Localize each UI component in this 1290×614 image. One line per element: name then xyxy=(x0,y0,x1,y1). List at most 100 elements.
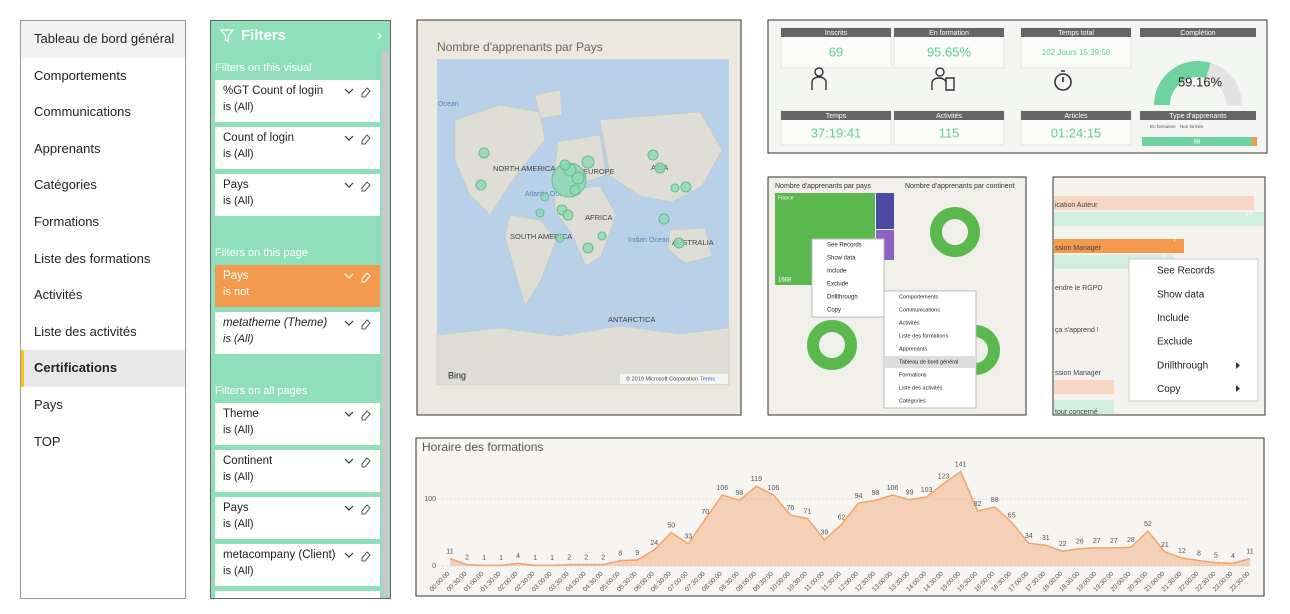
map-bubble[interactable] xyxy=(478,147,490,159)
treemap-cell xyxy=(876,193,894,229)
attribution: © 2019 Microsoft Corporation xyxy=(626,375,698,382)
map-bubble[interactable] xyxy=(647,149,659,161)
map-bubble[interactable] xyxy=(540,192,550,202)
map-title: Nombre d'apprenants par Pays xyxy=(437,40,603,54)
legend-entry: Non formés xyxy=(1180,124,1204,129)
data-label: 11 xyxy=(1246,548,1253,555)
map-bubble[interactable] xyxy=(555,233,565,243)
kpi-title: Articles xyxy=(1065,113,1088,120)
submenu-item: Catégories xyxy=(899,398,926,404)
filter-card[interactable]: %GT Count of login is (All) xyxy=(215,80,380,122)
filter-icons[interactable] xyxy=(344,180,372,192)
bing-logo: Bing xyxy=(448,370,466,380)
map-bubble[interactable] xyxy=(680,181,692,193)
data-label: 71 xyxy=(804,508,812,515)
type-bar xyxy=(1252,137,1257,146)
data-label: 33 xyxy=(684,534,692,541)
data-label: 27 xyxy=(1093,538,1101,545)
kpi-header xyxy=(1021,28,1131,37)
filter-icons[interactable] xyxy=(344,271,372,283)
map-bubble[interactable] xyxy=(559,159,571,171)
bar-label: ication Auteur xyxy=(1055,202,1098,209)
filter-icons[interactable] xyxy=(344,550,372,562)
filter-card[interactable]: Continent is (All) xyxy=(215,450,380,492)
treemap-value: 1668 xyxy=(778,278,792,284)
submenu-item: Formations xyxy=(899,372,927,378)
map-bubble[interactable] xyxy=(673,237,685,249)
nav-item[interactable]: Comportements xyxy=(34,67,127,83)
filter-icons[interactable] xyxy=(344,133,372,145)
donut xyxy=(807,320,857,370)
filter-card[interactable] xyxy=(215,591,380,598)
data-label: 39 xyxy=(821,530,829,537)
filter-icons[interactable] xyxy=(344,456,372,468)
filter-card[interactable]: metacompany (Client) is (All) xyxy=(215,544,380,586)
map-bubble[interactable] xyxy=(475,179,487,191)
kpi-title: En formation xyxy=(929,30,969,37)
filter-card[interactable]: Theme is (All) xyxy=(215,403,380,445)
data-label: 2 xyxy=(567,555,571,562)
map-bubble[interactable] xyxy=(658,213,670,225)
data-label: 2 xyxy=(601,555,605,562)
filter-card[interactable]: Count of login is (All) xyxy=(215,127,380,169)
nav-item[interactable]: TOP xyxy=(34,433,61,449)
data-label: 1 xyxy=(533,555,537,562)
data-label: 34 xyxy=(1025,533,1033,540)
filter-card[interactable]: Pays is not xyxy=(215,265,380,307)
map-bubble[interactable] xyxy=(582,242,594,254)
kpi-title: Complétion xyxy=(1180,30,1216,37)
filter-section-title: Filters on this visual xyxy=(215,62,312,74)
filter-icons[interactable] xyxy=(344,503,372,515)
bar xyxy=(1054,380,1114,394)
data-label: 141 xyxy=(955,461,967,468)
nav-item[interactable]: Certifications xyxy=(21,350,185,387)
menu-item: Drillthrough xyxy=(1157,360,1208,371)
nav-item[interactable]: Liste des activités xyxy=(34,323,137,339)
context-menu xyxy=(811,238,885,318)
treemap-label: France xyxy=(778,195,794,201)
filter-field: Continent xyxy=(223,455,273,467)
nav-item[interactable]: Pays xyxy=(34,396,63,412)
map-bubble[interactable] xyxy=(654,162,666,174)
chart-title: Horaire des formations xyxy=(422,440,543,454)
kpi-header xyxy=(781,111,891,120)
legend-entry: En formation xyxy=(1150,124,1176,129)
menu-item: Include xyxy=(827,269,847,275)
donut xyxy=(930,207,980,257)
filter-card[interactable]: Pays is (All) xyxy=(215,174,380,216)
filter-icons[interactable] xyxy=(344,409,372,421)
collapse-icon[interactable]: › xyxy=(377,27,382,44)
filter-card[interactable]: Pays is (All) xyxy=(215,497,380,539)
gauge-label: 59.16% xyxy=(1178,74,1223,89)
map-bubble[interactable] xyxy=(597,231,607,241)
data-label: 1 xyxy=(550,555,554,562)
nav-item[interactable]: Catégories xyxy=(34,177,97,193)
menu-item: Copy xyxy=(1157,384,1180,395)
data-label: 62 xyxy=(838,514,846,521)
nav-item[interactable]: Communications xyxy=(34,104,131,120)
filter-section-title: Filters on this page xyxy=(215,247,308,259)
submenu-arrow xyxy=(1236,362,1240,369)
map-bubble[interactable] xyxy=(571,171,585,185)
map-label: SOUTH AMERICA xyxy=(510,232,572,241)
data-label: 106 xyxy=(768,485,780,492)
kpi-header xyxy=(894,28,1004,37)
map-bubble[interactable] xyxy=(670,183,680,193)
filter-icons[interactable] xyxy=(344,86,372,98)
data-label: 2 xyxy=(584,555,588,562)
nav-item[interactable]: Activités xyxy=(34,287,83,303)
filter-card[interactable]: metatheme (Theme) is (All) xyxy=(215,312,380,354)
nav-item[interactable]: Formations xyxy=(34,213,100,229)
map-bubble[interactable] xyxy=(562,209,574,221)
map-bubble[interactable] xyxy=(581,155,595,169)
filter-state: is (All) xyxy=(223,195,254,207)
map-bubble[interactable] xyxy=(535,208,545,218)
data-label: 8 xyxy=(618,550,622,557)
nav-item[interactable]: Liste des formations xyxy=(34,250,151,266)
filter-icons[interactable] xyxy=(344,318,372,330)
menu-item: Include xyxy=(1157,313,1190,324)
nav-item[interactable]: Tableau de bord général xyxy=(21,21,185,58)
map-label: Ocean xyxy=(438,101,459,108)
map-bubble[interactable] xyxy=(569,184,581,196)
nav-item[interactable]: Apprenants xyxy=(34,140,101,156)
